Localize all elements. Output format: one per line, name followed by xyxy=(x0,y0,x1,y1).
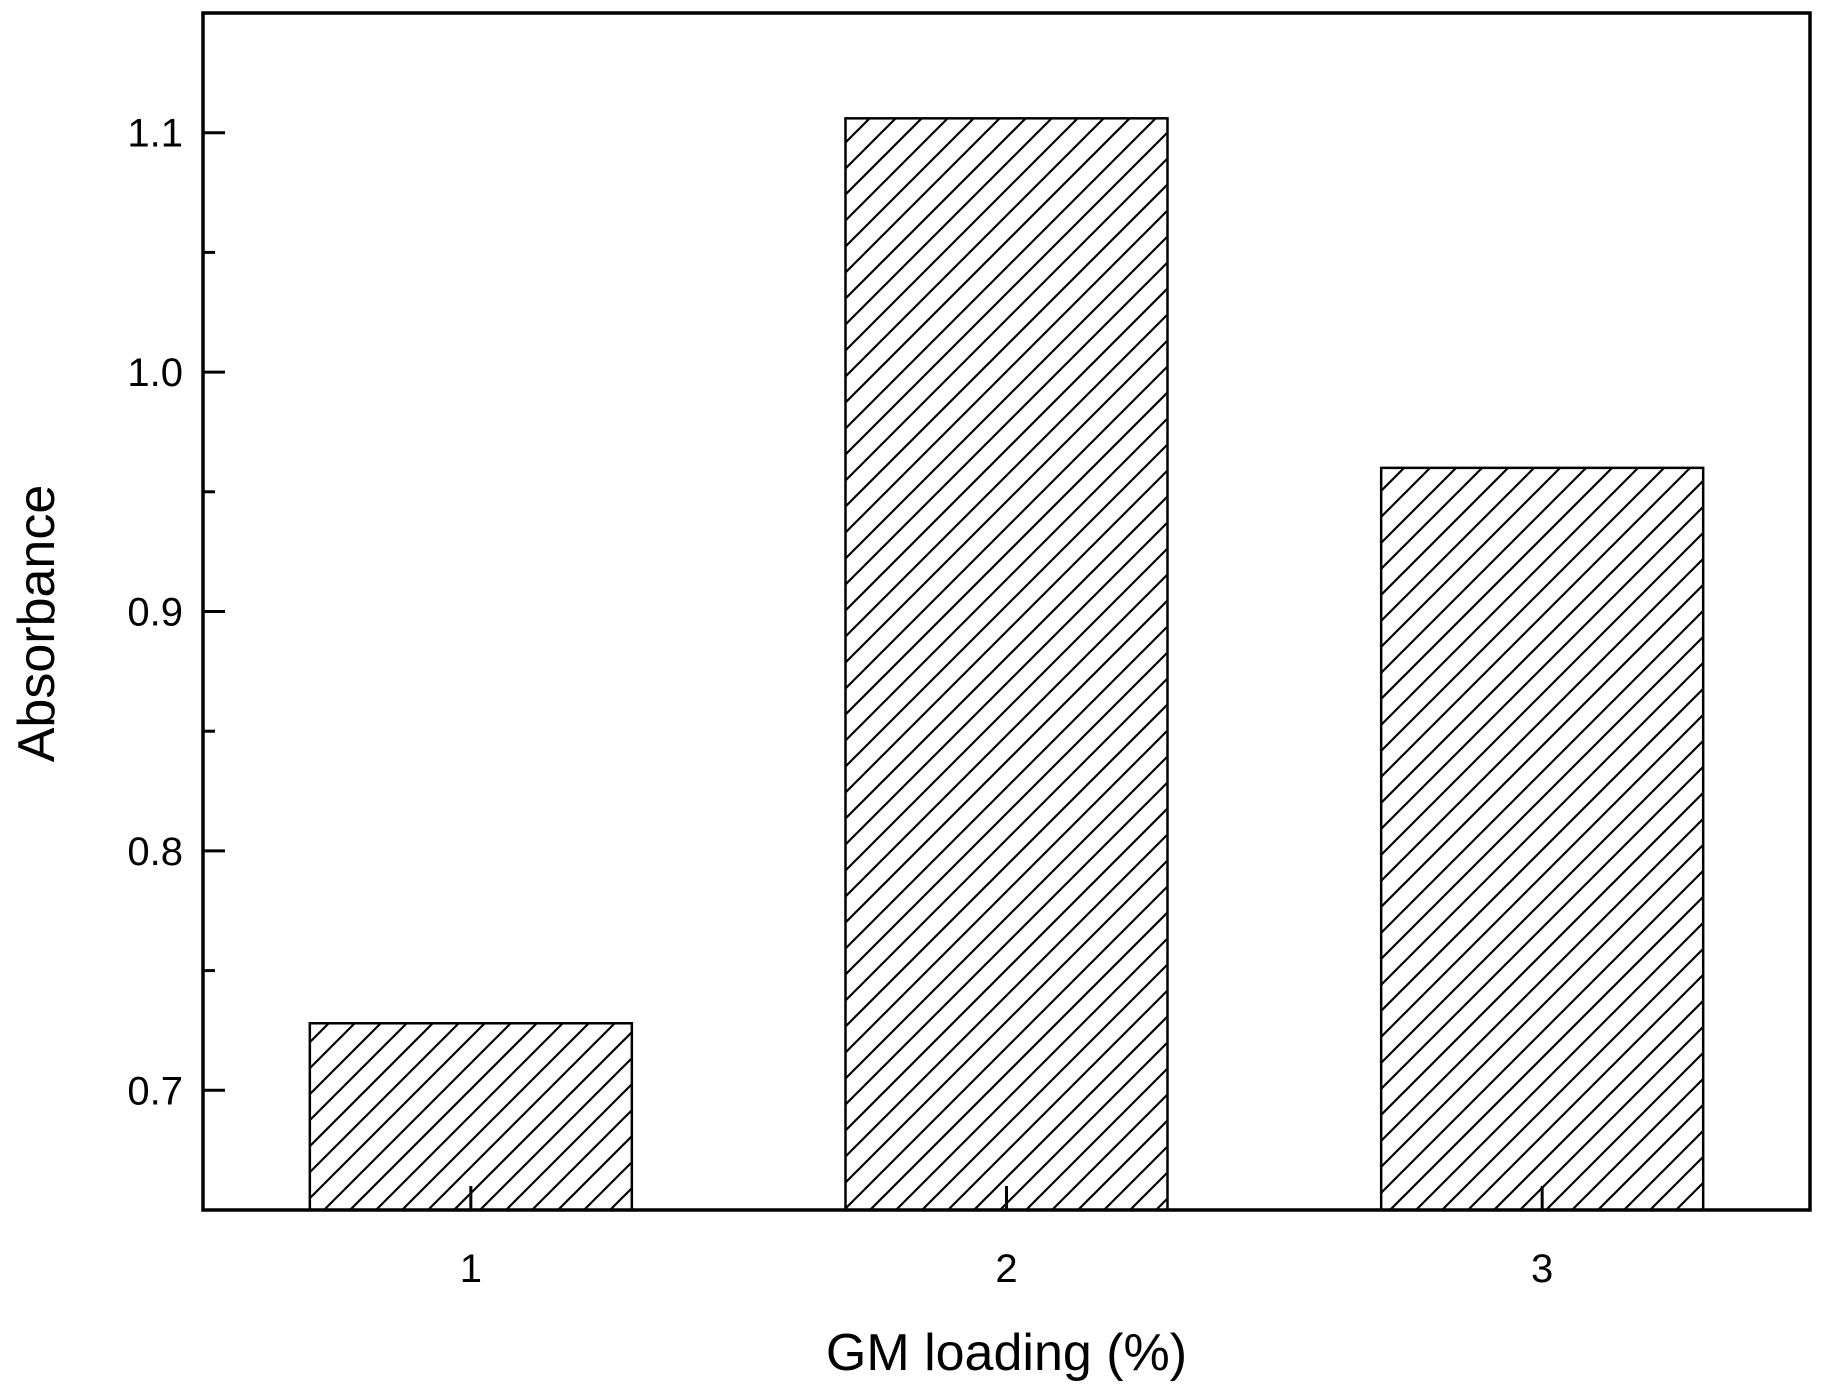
bars-group xyxy=(308,117,1705,1212)
y-tick-label: 0.7 xyxy=(127,1069,183,1113)
bar-1 xyxy=(308,1022,634,1212)
y-tick-label: 1.0 xyxy=(127,351,183,395)
y-tick-label: 0.8 xyxy=(127,830,183,874)
x-tick-label-1: 1 xyxy=(460,1247,482,1291)
x-axis-title: GM loading (%) xyxy=(826,1324,1187,1382)
y-axis-title: Absorbance xyxy=(8,485,66,763)
y-tick-label: 0.9 xyxy=(127,591,183,635)
x-ticks-group: 1 2 3 xyxy=(460,1186,1553,1291)
x-tick-label-2: 2 xyxy=(995,1247,1017,1291)
x-tick-label-3: 3 xyxy=(1531,1247,1553,1291)
bar-2 xyxy=(844,117,1169,1212)
plot-frame xyxy=(201,11,1812,1212)
bar-3 xyxy=(1379,466,1705,1212)
y-tick-label: 1.1 xyxy=(127,112,183,156)
y-ticks-group: 0.7 0.8 0.9 1.0 1.1 xyxy=(127,112,225,1113)
